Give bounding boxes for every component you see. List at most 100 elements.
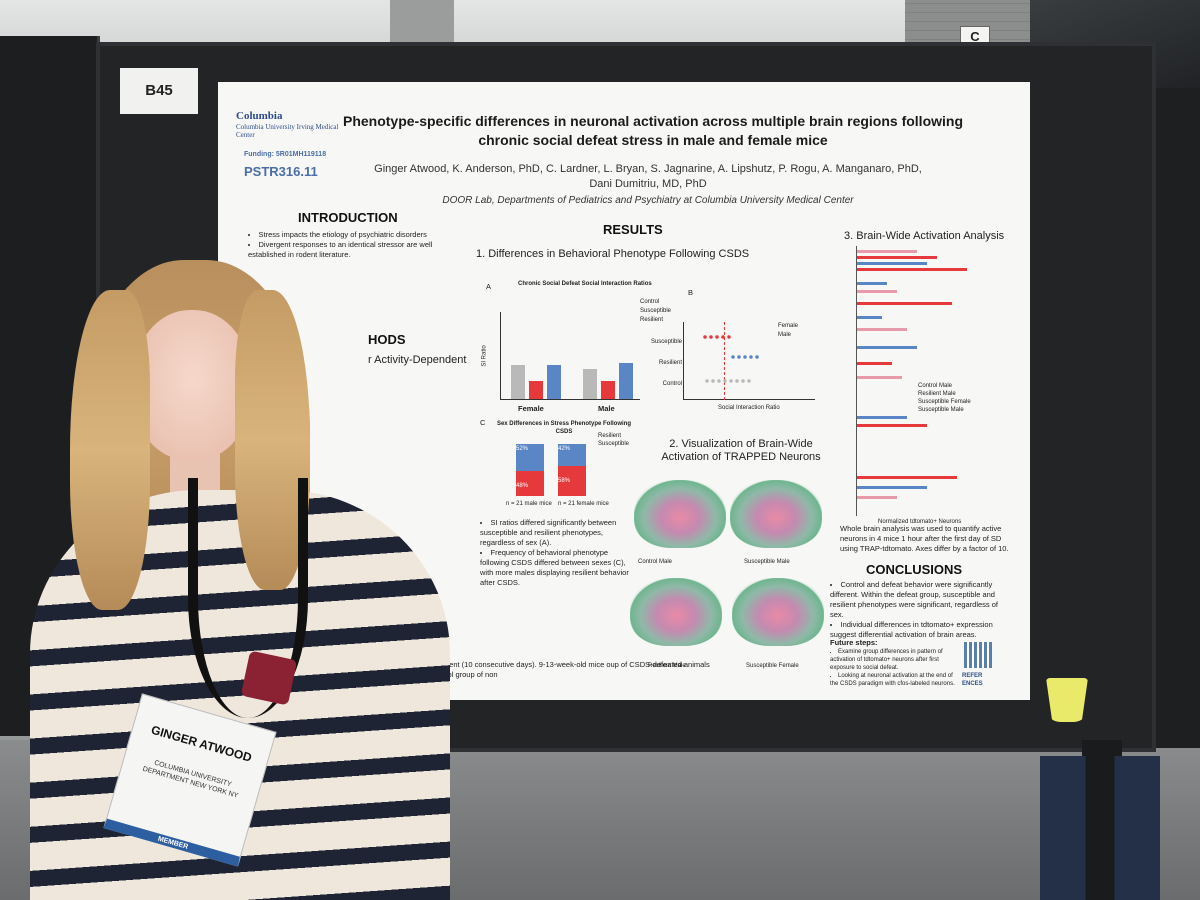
stack-label-male: n = 21 male mice [506,501,552,507]
legend-3-resilient-male: Resilient Male [918,391,956,397]
results-bullet: Frequency of behavioral phenotype follow… [480,548,630,588]
qr-code [964,642,992,668]
legend-female: Female [778,323,799,329]
institution-sub: Columbia University Irving Medical Cente… [236,123,339,139]
susceptible-dots [702,334,732,340]
activation-bar [857,262,927,265]
brain-resilient-male [630,578,722,646]
conclusion-bullet: Control and defeat behavior were signifi… [830,580,1010,620]
face [132,310,252,460]
activation-bar [857,346,917,349]
legend-male: Male [778,332,792,338]
stack-bar-male: 52% 48% [516,444,544,496]
row-control: Control [662,381,682,387]
stack-bar-female: 42% 58% [558,444,586,496]
funding: Funding: 5R01MH119118 [244,151,327,158]
activation-bar [857,362,892,365]
chart-a-legend: Control Susceptible Resilient [640,298,671,325]
conclusion-bullet: Individual differences in tdtomato+ expr… [830,620,1010,640]
intro-heading: INTRODUCTION [298,210,398,225]
brain-label-susceptible-female: Susceptible Female [746,663,799,669]
results-bullet: SI ratios differed significantly between… [480,518,630,548]
board-label: B45 [120,68,198,114]
activation-bar [857,316,882,319]
activation-bar [857,268,967,271]
bar-female-susceptible [529,381,543,399]
stack-label-female: n = 21 female mice [558,501,609,507]
bar-female-control [511,365,525,399]
methods-subheading: r Activity-Dependent [368,354,467,366]
chart-c-legend: Resilient Susceptible [598,432,629,448]
legend-c-resilient: Resilient [598,433,622,439]
activation-legend: Control Male Resilient Male Susceptible … [918,382,971,414]
intro-bullet: Divergent responses to an identical stre… [248,240,458,260]
panel-a-label: A [486,282,492,291]
brain-label-susceptible-male: Susceptible Male [744,559,790,565]
poster: Columbia Columbia University Irving Medi… [218,82,1030,700]
brain-control-male [634,480,726,548]
future-heading: Future steps: [830,638,878,647]
references-link[interactable]: REFER ENCES [962,673,983,687]
chart-c-title: Sex Differences in Stress Phenotype Foll… [496,421,632,435]
threshold-line [724,322,725,400]
chart-b-plot [683,322,815,400]
chart-a-plot [500,312,640,400]
results-bullets: SI ratios differed significantly between… [480,518,630,588]
chart-a-title: Chronic Social Defeat Social Interaction… [518,281,652,287]
authors: Ginger Atwood, K. Anderson, PhD, C. Lard… [374,163,922,190]
activation-bar [857,250,917,253]
brain-susceptible-female [732,578,824,646]
chart-b-rows: Susceptible Resilient Control [646,332,682,395]
stack-male-susceptible: 48% [516,471,544,496]
legend-3-susceptible-male: Susceptible Male [918,407,964,413]
bar-male-resilient [619,363,633,399]
activation-bar [857,282,887,285]
conference-pin [240,650,298,706]
legend-c-susceptible: Susceptible [598,441,630,447]
results-heading: RESULTS [603,222,663,237]
activation-bar [857,476,957,479]
poster-id: PSTR316.11 [244,164,318,179]
conclusions-heading: CONCLUSIONS [866,562,963,577]
legend-3-control-male: Control Male [918,383,953,389]
activation-bar [857,496,897,499]
legend-resilient: Resilient [640,317,664,323]
bar-male-susceptible [601,381,615,399]
activation-bar [857,486,927,489]
bar-male-control [583,369,597,399]
methods-heading: HODS [368,332,406,347]
institution-name: Columbia [236,110,283,122]
group-label-male: Male [598,404,615,413]
conclusions-list: Control and defeat behavior were signifi… [830,580,1010,640]
row-susceptible: Susceptible [650,339,682,345]
analysis-note: Whole brain analysis was used to quantif… [840,524,1009,553]
resilient-dots [730,354,760,360]
panel-b-label: B [688,288,694,297]
activation-bar [857,290,897,293]
panel-c-label: C [480,418,486,427]
activation-xlabel: Normalized tdtomato+ Neurons [878,519,962,525]
legend-susceptible: Susceptible [640,308,672,314]
future-bullet: Looking at neuronal activation at the en… [830,672,956,688]
stack-female-resilient: 42% [558,444,586,466]
section-3-title: 3. Brain-Wide Activation Analysis [844,230,1005,242]
yellow-cup [1046,678,1088,722]
chart-a-ylabel: SI Ratio [481,345,488,367]
intro-bullet: Stress impacts the etiology of psychiatr… [248,230,458,240]
activation-bar [857,302,952,305]
section-1-title: 1. Differences in Behavioral Phenotype F… [476,248,750,260]
activation-bar [857,424,927,427]
activation-bar [857,328,907,331]
activation-bar [857,256,937,259]
badge-org: COLUMBIA UNIVERSITY DEPARTMENT NEW YORK … [141,759,239,800]
section-2-title: 2. Visualization of Brain-Wide Activatio… [661,438,821,463]
stack-female-susceptible: 58% [558,465,586,496]
legend-3-susceptible-female: Susceptible Female [918,399,971,405]
control-dots [704,378,752,384]
methods-footer: DS experiment (10 consecutive days). 9-1… [410,660,710,679]
chart-b-xlabel: Social Interaction Ratio [718,405,780,411]
bar-female-resilient [547,365,561,399]
lab-affiliation: DOOR Lab, Departments of Pediatrics and … [442,195,854,206]
stack-male-resilient: 52% [516,444,544,472]
